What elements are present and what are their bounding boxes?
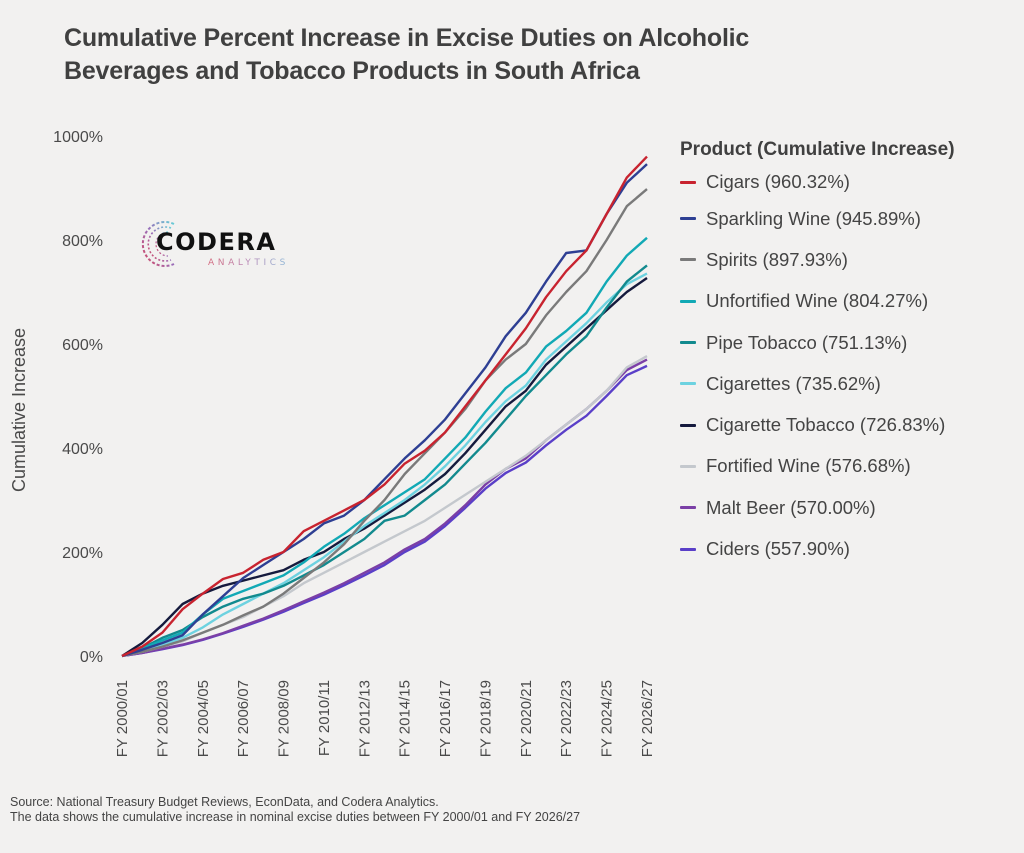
logo-wordmark: CODERA bbox=[156, 228, 277, 256]
x-tick-label: FY 2006/07 bbox=[235, 680, 252, 757]
series-line-cigars bbox=[121, 155, 648, 658]
source-note: Source: National Treasury Budget Reviews… bbox=[10, 795, 439, 809]
y-tick-label: 200% bbox=[62, 545, 103, 562]
footnote: Source: National Treasury Budget Reviews… bbox=[10, 795, 580, 825]
legend: Product (Cumulative Increase) Cigars (96… bbox=[680, 139, 955, 570]
y-axis: 0% 200% 400% 600% 800% 1000% bbox=[53, 129, 103, 666]
legend-label: Cigarettes (735.62%) bbox=[706, 372, 881, 394]
legend-swatch-icon bbox=[680, 547, 696, 551]
x-tick-label: FY 2026/27 bbox=[639, 680, 656, 757]
legend-swatch-icon bbox=[680, 180, 696, 184]
legend-label: Fortified Wine (576.68%) bbox=[706, 455, 911, 477]
y-tick-label: 0% bbox=[80, 649, 103, 666]
y-tick-label: 600% bbox=[62, 337, 103, 354]
legend-item-ciders: Ciders (557.90%) bbox=[680, 528, 955, 569]
y-axis-label: Cumulative Increase bbox=[9, 328, 29, 492]
series-layer bbox=[121, 155, 648, 658]
legend-items: Cigars (960.32%) Sparkling Wine (945.89%)… bbox=[680, 166, 955, 570]
codera-logo-mark-icon bbox=[141, 221, 175, 267]
legend-swatch-icon bbox=[680, 299, 696, 303]
x-tick-label: FY 2000/01 bbox=[114, 680, 131, 757]
x-tick-label: FY 2020/21 bbox=[518, 680, 535, 757]
legend-title: Product (Cumulative Increase) bbox=[680, 139, 955, 160]
codera-logo: CODERA ANALYTICS bbox=[140, 214, 310, 274]
x-tick-label: FY 2016/17 bbox=[437, 680, 454, 757]
chart-title: Cumulative Percent Increase in Excise Du… bbox=[64, 22, 944, 88]
legend-item-spirits: Spirits (897.93%) bbox=[680, 239, 955, 280]
legend-item-pipe-tobacco: Pipe Tobacco (751.13%) bbox=[680, 322, 955, 363]
x-tick-label: FY 2022/23 bbox=[558, 680, 575, 757]
series-line-sparkling-wine bbox=[121, 163, 648, 658]
y-tick-label: 800% bbox=[62, 233, 103, 250]
legend-item-sparkling-wine: Sparkling Wine (945.89%) bbox=[680, 198, 955, 239]
legend-swatch-icon bbox=[680, 464, 696, 468]
legend-label: Ciders (557.90%) bbox=[706, 538, 850, 560]
legend-swatch-icon bbox=[680, 382, 696, 386]
series-line-ciders bbox=[121, 364, 648, 658]
legend-label: Cigars (960.32%) bbox=[706, 171, 850, 192]
legend-swatch-icon bbox=[680, 258, 696, 262]
legend-swatch-icon bbox=[680, 423, 696, 427]
logo-subtitle: ANALYTICS bbox=[208, 258, 289, 268]
x-tick-label: FY 2008/09 bbox=[276, 680, 293, 757]
series-line-unfortified-wine bbox=[121, 236, 648, 658]
series-line-spirits bbox=[121, 188, 648, 658]
x-tick-label: FY 2018/19 bbox=[477, 680, 494, 757]
x-tick-label: FY 2004/05 bbox=[195, 680, 212, 757]
x-tick-label: FY 2014/15 bbox=[397, 680, 414, 757]
legend-item-malt-beer: Malt Beer (570.00%) bbox=[680, 487, 955, 528]
chart-title-line-2: Beverages and Tobacco Products in South … bbox=[64, 57, 640, 85]
series-line-malt-beer bbox=[121, 358, 648, 658]
x-tick-label: FY 2010/11 bbox=[316, 680, 333, 756]
legend-label: Cigarette Tobacco (726.83%) bbox=[706, 414, 946, 436]
legend-item-cigarettes: Cigarettes (735.62%) bbox=[680, 363, 955, 404]
legend-label: Pipe Tobacco (751.13%) bbox=[706, 331, 908, 353]
y-tick-label: 400% bbox=[62, 441, 103, 458]
data-note: The data shows the cumulative increase i… bbox=[10, 810, 581, 824]
x-tick-label: FY 2024/25 bbox=[599, 680, 616, 757]
series-line-cigarettes bbox=[121, 272, 648, 658]
legend-item-fortified-wine: Fortified Wine (576.68%) bbox=[680, 446, 955, 487]
y-tick-label: 1000% bbox=[53, 129, 103, 146]
x-axis: FY 2000/01 FY 2002/03 FY 2004/05 FY 2006/07… bbox=[114, 680, 656, 757]
legend-swatch-icon bbox=[680, 341, 696, 345]
x-tick-label: FY 2012/13 bbox=[356, 680, 373, 757]
legend-label: Unfortified Wine (804.27%) bbox=[706, 290, 929, 312]
legend-label: Malt Beer (570.00%) bbox=[706, 496, 876, 518]
legend-item-cigarette-tobacco: Cigarette Tobacco (726.83%) bbox=[680, 404, 955, 445]
x-tick-label: FY 2002/03 bbox=[154, 680, 171, 757]
legend-item-unfortified-wine: Unfortified Wine (804.27%) bbox=[680, 281, 955, 322]
series-line-pipe-tobacco bbox=[121, 264, 648, 658]
series-line-cigarette-tobacco bbox=[121, 277, 648, 658]
legend-swatch-icon bbox=[680, 217, 696, 221]
legend-swatch-icon bbox=[680, 506, 696, 510]
legend-item-cigars: Cigars (960.32%) bbox=[680, 166, 955, 198]
chart-title-line-1: Cumulative Percent Increase in Excise Du… bbox=[64, 24, 750, 52]
legend-label: Sparkling Wine (945.89%) bbox=[706, 207, 921, 229]
legend-label: Spirits (897.93%) bbox=[706, 248, 848, 270]
